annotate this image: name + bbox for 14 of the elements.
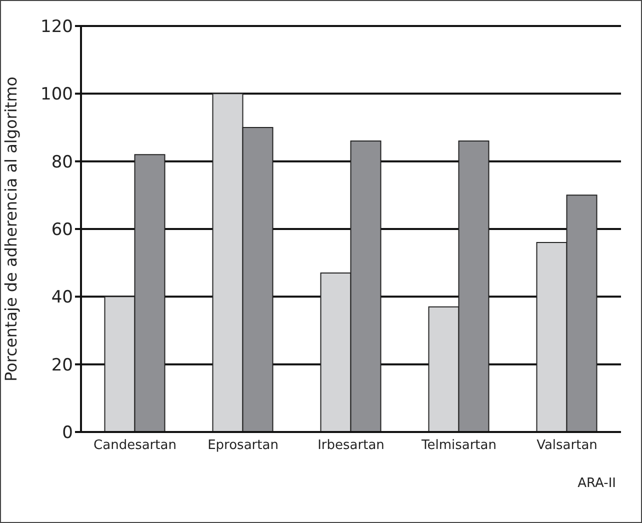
y-axis-title: Porcentaje de adherencia al algoritmo	[2, 76, 21, 382]
x-tick-label: Eprosartan	[208, 438, 278, 454]
x-tick-label: Irbesartan	[318, 438, 384, 454]
x-tick-label: Valsartan	[536, 438, 598, 454]
y-tick-label: 80	[51, 152, 73, 172]
y-tick-label: 0	[62, 423, 73, 444]
x-axis-title: ARA-II	[578, 476, 616, 491]
y-tick-label: 20	[51, 355, 73, 376]
y-tick-label: 100	[40, 84, 73, 105]
x-tick-label: Telmisartan	[420, 438, 497, 454]
y-tick-label: 120	[40, 17, 73, 38]
y-tick-label: 60	[51, 220, 73, 240]
y-tick-label: 40	[51, 288, 73, 308]
x-tick-label: Candesartan	[94, 438, 176, 454]
